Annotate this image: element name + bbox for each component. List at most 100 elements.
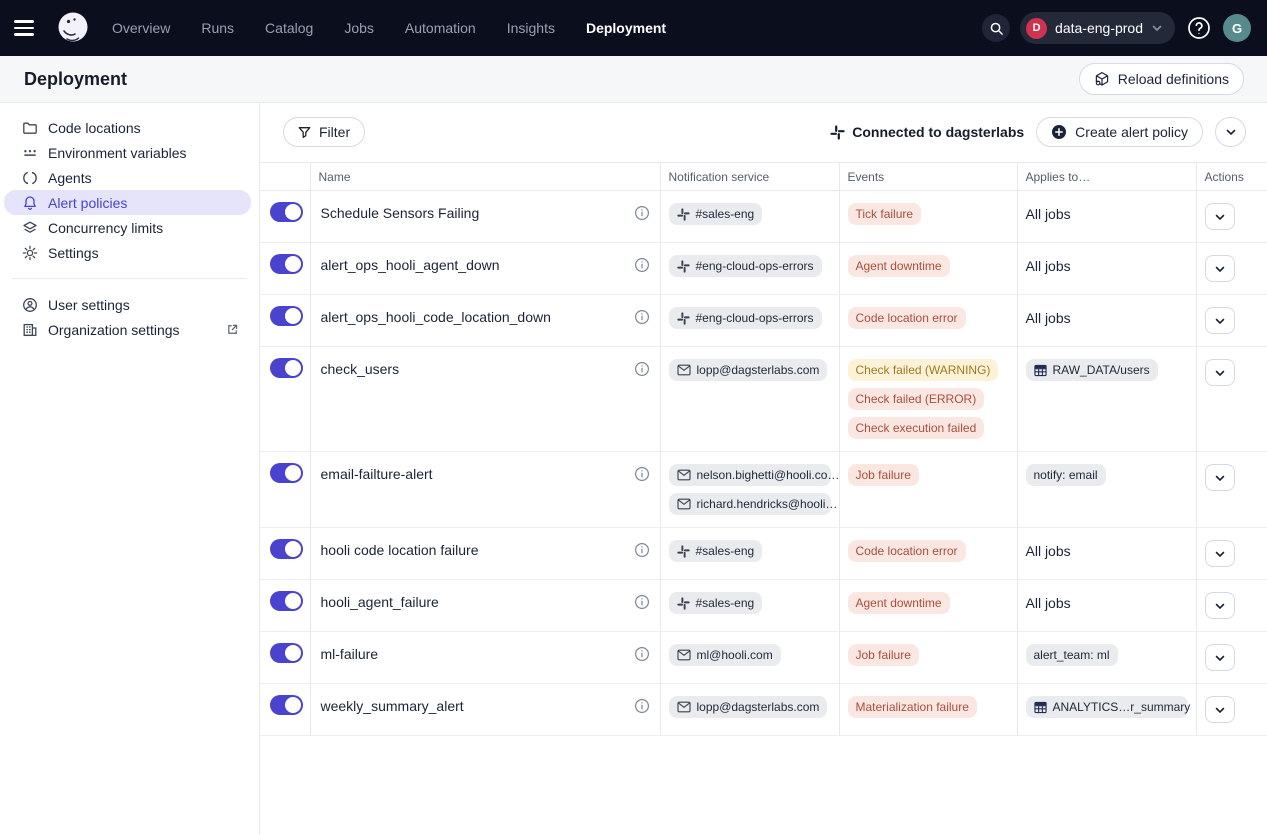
nav-item-jobs[interactable]: Jobs bbox=[344, 20, 374, 36]
event-pill: Agent downtime bbox=[848, 255, 950, 277]
info-icon[interactable] bbox=[634, 698, 650, 714]
sidebar-item-environment-variables[interactable]: Environment variables bbox=[4, 140, 251, 165]
applies-to-text: All jobs bbox=[1026, 206, 1071, 222]
help-icon[interactable] bbox=[1185, 14, 1213, 42]
nav-item-runs[interactable]: Runs bbox=[201, 20, 234, 36]
sidebar-item-code-locations[interactable]: Code locations bbox=[4, 115, 251, 140]
row-actions-button[interactable] bbox=[1205, 592, 1235, 619]
create-alert-policy-button[interactable]: Create alert policy bbox=[1036, 117, 1203, 147]
row-actions-button[interactable] bbox=[1205, 464, 1235, 491]
policy-name: alert_ops_hooli_agent_down bbox=[321, 255, 500, 275]
slack-icon bbox=[830, 125, 845, 140]
policy-enabled-toggle[interactable] bbox=[270, 254, 303, 274]
applies-to-text: All jobs bbox=[1026, 310, 1071, 326]
deployment-switcher[interactable]: D data-eng-prod bbox=[1020, 12, 1175, 44]
toggle-knob bbox=[285, 645, 301, 661]
notification-pill: #eng-cloud-ops-errors bbox=[669, 255, 822, 277]
info-icon[interactable] bbox=[634, 646, 650, 662]
row-actions-button[interactable] bbox=[1205, 307, 1235, 334]
folder-icon bbox=[22, 120, 38, 136]
row-actions-button[interactable] bbox=[1205, 696, 1235, 723]
info-icon[interactable] bbox=[634, 361, 650, 377]
notification-label: ml@hooli.com bbox=[697, 648, 773, 662]
reload-definitions-button[interactable]: Reload definitions bbox=[1079, 63, 1244, 95]
info-icon[interactable] bbox=[634, 594, 650, 610]
notification-label: nelson.bighetti@hooli.co… bbox=[697, 468, 840, 482]
sidebar-item-settings[interactable]: Settings bbox=[4, 240, 251, 265]
toggle-knob bbox=[285, 541, 301, 557]
sidebar-item-user-settings[interactable]: User settings bbox=[4, 292, 251, 317]
applies-to-label: alert_team: ml bbox=[1034, 648, 1110, 662]
info-icon[interactable] bbox=[634, 542, 650, 558]
deployment-badge: D bbox=[1026, 18, 1047, 39]
policy-enabled-toggle[interactable] bbox=[270, 591, 303, 611]
sidebar-item-alert-policies[interactable]: Alert policies bbox=[4, 190, 251, 215]
notification-label: #eng-cloud-ops-errors bbox=[696, 311, 814, 325]
alert-policies-table-body: Schedule Sensors Failing#sales-engTick f… bbox=[260, 191, 1267, 736]
more-actions-dropdown-button[interactable] bbox=[1215, 117, 1246, 147]
event-pill: Code location error bbox=[848, 307, 966, 329]
policy-name: hooli_agent_failure bbox=[321, 592, 439, 612]
nav-item-insights[interactable]: Insights bbox=[507, 20, 555, 36]
connected-label: Connected to dagsterlabs bbox=[852, 124, 1024, 140]
user-circle-icon bbox=[22, 297, 38, 313]
info-icon[interactable] bbox=[634, 466, 650, 482]
user-avatar[interactable]: G bbox=[1223, 14, 1251, 42]
agents-icon bbox=[22, 170, 38, 186]
row-actions-button[interactable] bbox=[1205, 255, 1235, 282]
nav-item-catalog[interactable]: Catalog bbox=[265, 20, 313, 36]
sidebar-item-agents[interactable]: Agents bbox=[4, 165, 251, 190]
policy-enabled-toggle[interactable] bbox=[270, 358, 303, 378]
policy-enabled-toggle[interactable] bbox=[270, 643, 303, 663]
notification-pill: lopp@dagsterlabs.com bbox=[669, 696, 828, 718]
row-actions-button[interactable] bbox=[1205, 644, 1235, 671]
primary-nav: Overview Runs Catalog Jobs Automation In… bbox=[112, 20, 666, 36]
top-navigation-bar: Overview Runs Catalog Jobs Automation In… bbox=[0, 0, 1267, 56]
alert-policies-main: Filter Connected to dagsterlabs Create a… bbox=[260, 103, 1267, 835]
info-icon[interactable] bbox=[634, 257, 650, 273]
policy-name: weekly_summary_alert bbox=[321, 696, 464, 716]
policy-enabled-toggle[interactable] bbox=[270, 463, 303, 483]
notification-label: #sales-eng bbox=[696, 544, 755, 558]
row-actions-button[interactable] bbox=[1205, 203, 1235, 230]
row-actions-button[interactable] bbox=[1205, 359, 1235, 386]
table-row: hooli code location failure#sales-engCod… bbox=[260, 528, 1267, 580]
plus-circle-icon bbox=[1051, 124, 1067, 140]
toggle-knob bbox=[285, 360, 301, 376]
policy-enabled-toggle[interactable] bbox=[270, 202, 303, 222]
row-actions-button[interactable] bbox=[1205, 540, 1235, 567]
chevron-down-icon bbox=[1225, 126, 1237, 138]
column-header-events: Events bbox=[839, 163, 1017, 191]
policy-name: hooli code location failure bbox=[321, 540, 479, 560]
menu-icon[interactable] bbox=[14, 14, 42, 42]
nav-item-automation[interactable]: Automation bbox=[405, 20, 476, 36]
notification-pill: #sales-eng bbox=[669, 592, 763, 614]
notification-pill: richard.hendricks@hooli… bbox=[669, 493, 831, 515]
search-icon[interactable] bbox=[982, 14, 1010, 42]
policy-enabled-toggle[interactable] bbox=[270, 306, 303, 326]
filter-button[interactable]: Filter bbox=[283, 117, 365, 147]
page-header: Deployment Reload definitions bbox=[0, 56, 1267, 103]
applies-to-pill: notify: email bbox=[1026, 464, 1106, 486]
layers-icon bbox=[22, 220, 38, 236]
dagster-logo[interactable] bbox=[54, 9, 92, 47]
column-header-applies-to: Applies to… bbox=[1017, 163, 1196, 191]
reload-icon bbox=[1094, 71, 1110, 87]
info-icon[interactable] bbox=[634, 309, 650, 325]
policy-enabled-toggle[interactable] bbox=[270, 695, 303, 715]
sidebar-item-concurrency-limits[interactable]: Concurrency limits bbox=[4, 215, 251, 240]
applies-to-label: ANALYTICS…r_summary bbox=[1053, 700, 1191, 714]
sidebar-item-organization-settings[interactable]: Organization settings bbox=[4, 317, 251, 342]
nav-item-deployment[interactable]: Deployment bbox=[586, 20, 666, 36]
policy-name: ml-failure bbox=[321, 644, 379, 664]
applies-to-text: All jobs bbox=[1026, 258, 1071, 274]
notification-label: #sales-eng bbox=[696, 207, 755, 221]
policy-enabled-toggle[interactable] bbox=[270, 539, 303, 559]
table-row: alert_ops_hooli_agent_down #eng-cloud-ops… bbox=[260, 243, 1267, 295]
notification-pill: #eng-cloud-ops-errors bbox=[669, 307, 822, 329]
notification-label: lopp@dagsterlabs.com bbox=[697, 363, 820, 377]
nav-item-overview[interactable]: Overview bbox=[112, 20, 170, 36]
table-header-row: Name Notification service Events Applies… bbox=[260, 163, 1267, 191]
policy-name: email-failture-alert bbox=[321, 464, 433, 484]
info-icon[interactable] bbox=[634, 205, 650, 221]
